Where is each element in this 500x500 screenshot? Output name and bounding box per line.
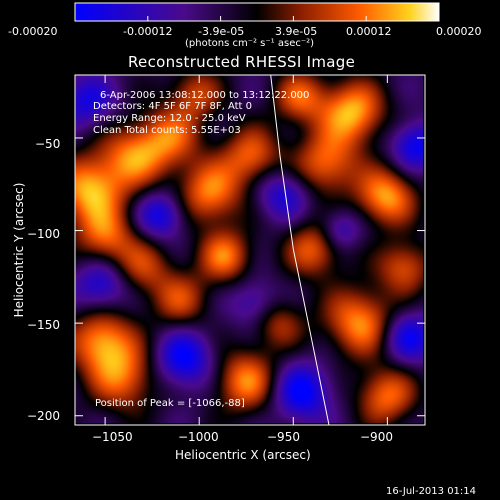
x-tick-label: −950 [267,430,300,444]
x-tick-label: −1000 [178,430,219,444]
colorbar-tick-label: 0.00020 [436,25,482,38]
annotation-method: Clean Total counts: 5.55E+03 [93,125,241,136]
timestamp: 16-Jul-2013 01:14 [386,486,477,497]
colorbar-gradient [74,2,440,22]
plot-frame [74,74,426,426]
annotation-energy: Energy Range: 12.0 - 25.0 keV [93,113,246,124]
colorbar-tick-label: -0.00012 [123,25,173,38]
x-tick-label: −1050 [92,430,133,444]
y-axis-label: Heliocentric Y (arcsec) [12,182,26,318]
x-axis-label: Heliocentric X (arcsec) [175,448,311,462]
colorbar-tick-label: -0.00020 [8,25,58,38]
y-tick-label: −150 [27,318,60,332]
y-tick-label: −50 [35,137,61,151]
heatmap-image [75,75,423,423]
y-tick-label: −100 [27,227,60,241]
chart-title: Reconstructed RHESSI Image [128,53,356,71]
x-tick-label: −900 [360,430,393,444]
y-tick-label: −200 [27,409,60,423]
annotation-detectors: Detectors: 4F 5F 6F 7F 8F, Att 0 [93,101,253,112]
solar-limb-curve [270,74,330,426]
annotation-peak: Position of Peak = [-1066,-88] [95,398,245,409]
colorbar-tick-label: -3.9e-05 [198,25,245,38]
annotation-time-range: 6-Apr-2006 13:08:12.000 to 13:12:22.000 [100,90,310,101]
colorbar-tick-label: 3.9e-05 [275,25,318,38]
colorbar-units: (photons cm⁻² s⁻¹ asec⁻²) [185,38,315,49]
colorbar-tick-label: 0.00012 [346,25,392,38]
